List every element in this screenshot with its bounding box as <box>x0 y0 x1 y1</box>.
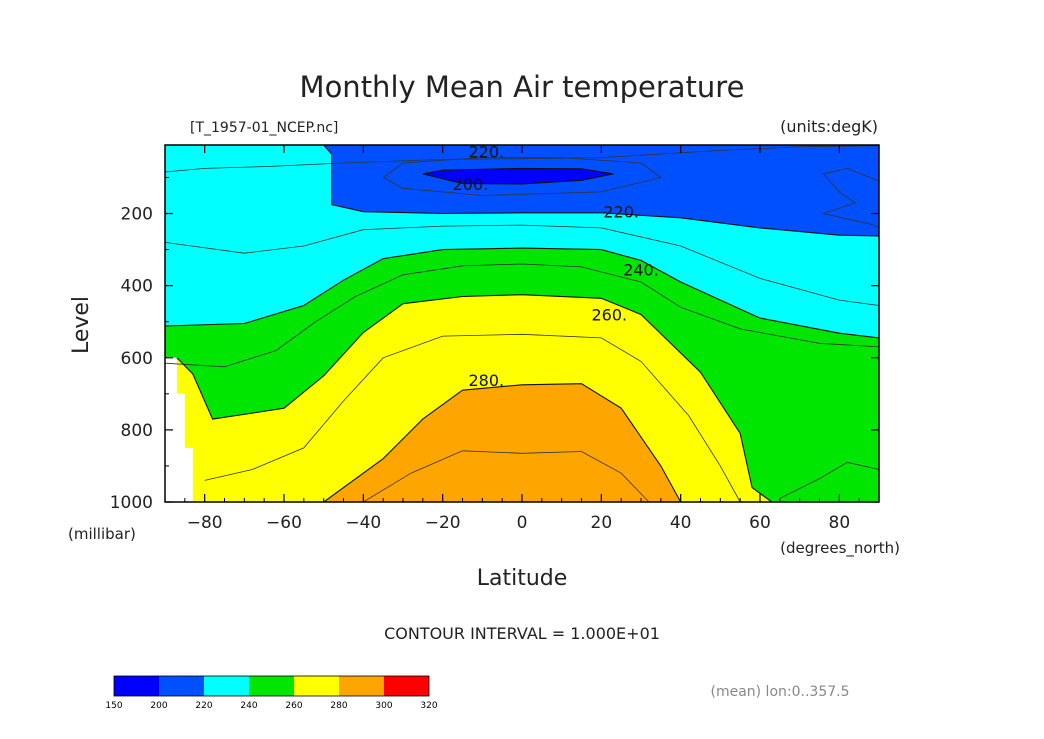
colorbar-swatch-2 <box>204 676 249 696</box>
x-tick-label-6: 40 <box>670 513 692 533</box>
contour-line-minor-4 <box>204 333 741 503</box>
colorbar-swatch-5 <box>339 676 384 696</box>
x-tick-label-2: −40 <box>345 513 381 533</box>
colorbar-swatch-0 <box>114 676 159 696</box>
colorbar-label-0: 150 <box>105 701 122 711</box>
contour-label-1: 200. <box>453 175 489 194</box>
y-tick-label-2: 600 <box>121 349 153 369</box>
contour-label-0: 220. <box>468 142 504 161</box>
contour-label-5: 280. <box>468 371 504 390</box>
units-label: (units:degK) <box>780 117 878 136</box>
contour-line-minor-3 <box>164 263 880 368</box>
x-tick-label-5: 20 <box>591 513 613 533</box>
x-tick-label-0: −80 <box>187 513 223 533</box>
band-200-220 <box>165 145 879 236</box>
colorbar-swatch-3 <box>249 676 294 696</box>
file-label: [T_1957-01_NCEP.nc] <box>190 120 338 136</box>
x-tick-label-8: 80 <box>829 513 851 533</box>
contour-interval-note: CONTOUR INTERVAL = 1.000E+01 <box>384 624 660 643</box>
x-axis-label: Latitude <box>477 566 568 591</box>
contour-line-minor-5 <box>363 450 650 503</box>
colorbar-label-7: 320 <box>420 701 437 711</box>
colorbar-label-1: 200 <box>150 701 167 711</box>
y-tick-label-4: 1000 <box>110 493 153 513</box>
contour-line-200 <box>422 167 614 185</box>
plot-area: 220. 200. 220. 240. 260. 280. −80 −60 −40 −20 0 20 4… <box>110 142 880 533</box>
colorbar-label-5: 280 <box>330 701 347 711</box>
x-units-label: (degrees_north) <box>780 539 900 558</box>
contour-label-2: 220. <box>603 203 639 222</box>
contour-line-220 <box>165 144 880 237</box>
mean-longitude-note: (mean) lon:0..357.5 <box>710 684 849 700</box>
contour-line-260 <box>176 294 773 503</box>
missing-data-region <box>165 357 193 502</box>
band-220-240 <box>165 145 879 338</box>
x-tick-label-7: 60 <box>749 513 771 533</box>
chart-title: Monthly Mean Air temperature <box>300 70 745 104</box>
colorbar-label-4: 260 <box>285 701 302 711</box>
contour-line-minor-7 <box>822 167 880 229</box>
y-tick-label-1: 400 <box>121 277 153 297</box>
contour-label-3: 240. <box>623 260 659 279</box>
colorbar-swatch-1 <box>159 676 204 696</box>
band-below-200 <box>422 168 614 184</box>
contour-line-280 <box>323 383 682 503</box>
y-axis-label: Level <box>69 296 94 354</box>
contour-line-minor-2 <box>164 224 880 306</box>
colorbar-label-6: 300 <box>375 701 392 711</box>
contour-line-minor-1 <box>382 157 662 196</box>
y-tick-label-3: 800 <box>121 421 153 441</box>
contour-line-240 <box>164 247 880 339</box>
colorbar: 150 200 220 240 260 280 300 320 <box>105 675 438 711</box>
y-tick-label-0: 200 <box>121 205 153 225</box>
colorbar-label-2: 220 <box>195 701 212 711</box>
contour-label-4: 260. <box>591 305 627 324</box>
colorbar-swatch-6 <box>384 676 429 696</box>
contour-line-minor-6 <box>779 461 880 499</box>
x-tick-label-1: −60 <box>266 513 302 533</box>
x-tick-label-4: 0 <box>517 513 528 533</box>
y-units-label: (millibar) <box>68 525 136 543</box>
x-tick-label-3: −20 <box>425 513 461 533</box>
colorbar-swatch-4 <box>294 676 339 696</box>
colorbar-label-3: 240 <box>240 701 257 711</box>
colorbar-frame <box>113 675 430 697</box>
